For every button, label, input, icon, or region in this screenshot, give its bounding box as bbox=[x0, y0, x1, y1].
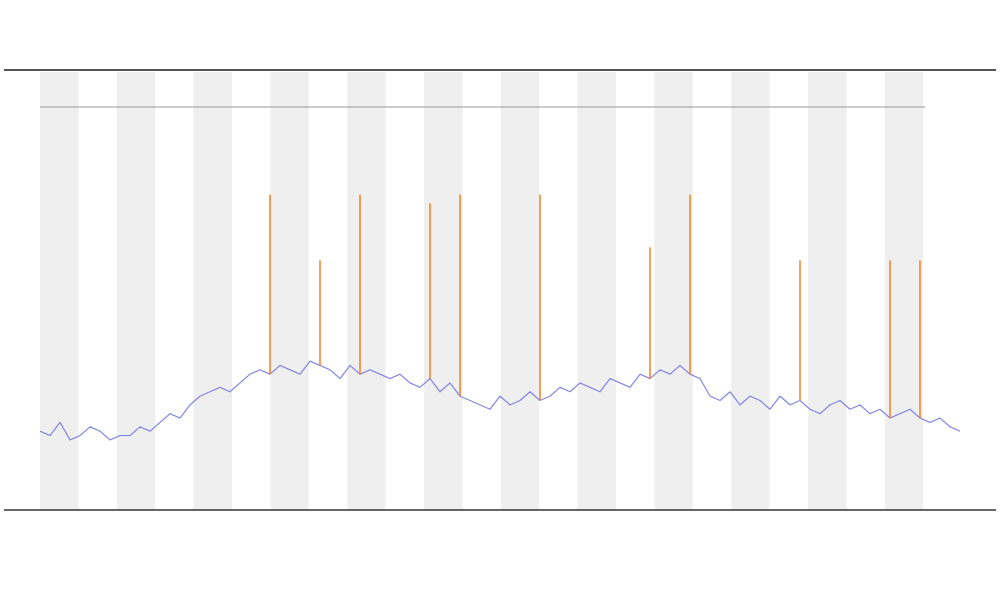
band bbox=[500, 72, 540, 510]
band bbox=[40, 72, 79, 510]
band bbox=[270, 72, 309, 510]
band bbox=[347, 72, 386, 510]
band bbox=[884, 72, 924, 510]
background-bands bbox=[40, 72, 924, 510]
band bbox=[577, 72, 616, 510]
band bbox=[654, 72, 693, 510]
band bbox=[193, 72, 232, 510]
data-line bbox=[39, 360, 961, 441]
band bbox=[808, 72, 847, 510]
band bbox=[731, 72, 770, 510]
band bbox=[116, 72, 156, 510]
